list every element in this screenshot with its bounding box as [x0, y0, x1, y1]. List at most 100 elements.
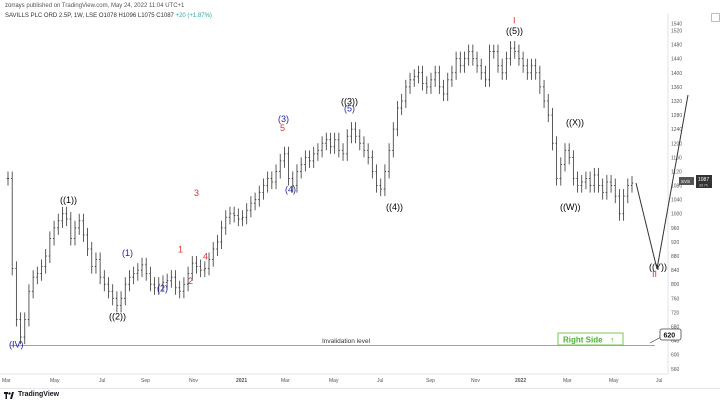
- price-bar: [500, 58, 504, 80]
- price-tick-label: 920: [671, 240, 680, 246]
- time-tick-label: Jul: [656, 378, 662, 384]
- price-tag-box: [696, 175, 712, 188]
- price-bar: [555, 136, 558, 186]
- price-bar: [530, 58, 533, 80]
- price-bar: [576, 171, 579, 193]
- price-bar: [538, 65, 542, 94]
- price-bar: [442, 79, 445, 101]
- wave-label: ((X)): [566, 118, 584, 128]
- price-bar: [505, 51, 508, 80]
- price-bar: [421, 65, 424, 91]
- price-bar: [283, 146, 286, 168]
- price-bar: [61, 206, 64, 228]
- price-bar: [475, 51, 479, 73]
- price-bar: [98, 252, 102, 285]
- price-bar: [140, 257, 144, 278]
- price-tick-label: 1320: [671, 99, 682, 105]
- price-bar: [320, 136, 324, 158]
- price-bar: [563, 143, 567, 172]
- price-bar: [44, 248, 47, 274]
- price-bar: [358, 129, 361, 151]
- wave-label: (5): [344, 104, 355, 114]
- price-bar: [203, 261, 207, 278]
- price-bar: [287, 146, 290, 186]
- right-side-box: [557, 332, 624, 346]
- price-bar: [228, 206, 232, 225]
- ohlc-values: O1078 H1096 L1075 C1087: [98, 13, 174, 19]
- price-bar: [48, 231, 52, 264]
- price-bar: [329, 132, 332, 154]
- price-tick-label: 600: [671, 353, 680, 359]
- price-bar: [551, 108, 554, 151]
- wave-label: ((W)): [560, 202, 580, 212]
- price-chart[interactable]: 1540 1520 1480 1440 1400 1360 1320 1280 1240 1200…: [0, 0, 720, 388]
- price-bar: [513, 41, 516, 59]
- wave-label: 2: [188, 276, 193, 286]
- price-bar: [111, 284, 114, 306]
- price-bar: [178, 280, 181, 299]
- right-side-label: Right Side: [563, 336, 603, 345]
- price-bar: [601, 178, 604, 200]
- price-tick-label: 1080: [671, 184, 682, 190]
- time-tick-label: Nov: [471, 378, 480, 384]
- price-bar: [69, 211, 73, 246]
- price-bar: [40, 259, 43, 281]
- price-bar: [609, 174, 613, 193]
- publisher-line: zorrays published on TradingView.com, Ma…: [5, 3, 184, 9]
- price-bar: [212, 241, 215, 267]
- wave-label: 1: [178, 245, 183, 255]
- time-tick-label: 2021: [236, 378, 247, 384]
- price-bar: [73, 220, 77, 246]
- price-bar: [588, 171, 592, 193]
- price-bar: [408, 72, 412, 94]
- price-bar: [362, 136, 366, 158]
- price-bar: [216, 234, 219, 257]
- wave-label: 3: [194, 188, 199, 198]
- price-bar: [308, 150, 311, 168]
- price-bar: [157, 277, 160, 295]
- wave-label: (1): [122, 248, 133, 258]
- price-bar: [15, 261, 18, 327]
- price-bar: [170, 270, 173, 288]
- wave-label: ((3)): [341, 97, 358, 107]
- footer: TradingView: [0, 388, 720, 403]
- price-bar: [149, 266, 152, 292]
- price-bar: [584, 171, 588, 190]
- price-bar: [467, 44, 470, 66]
- symbol-name: SAVILLS PLC ORD 2.5P, 1W, LSE: [5, 13, 98, 19]
- price-bar: [115, 291, 119, 313]
- price-bar: [107, 277, 110, 299]
- time-tick-label: Nov: [189, 378, 198, 384]
- time-tick-label: Sep: [426, 378, 435, 384]
- price-tick-label: 1240: [671, 127, 682, 133]
- target-label: 620: [664, 333, 676, 340]
- price-bar: [438, 65, 441, 94]
- price-bar: [124, 277, 127, 306]
- price-tick-label: 720: [671, 310, 680, 316]
- wave-label: II: [652, 269, 657, 279]
- price-bar: [36, 266, 39, 285]
- price-bar: [572, 150, 575, 186]
- footer-brand[interactable]: TradingView: [18, 391, 60, 398]
- price-bar: [375, 164, 378, 193]
- price-bar: [346, 129, 349, 161]
- price-bar: [626, 178, 630, 204]
- price-bar: [245, 203, 248, 225]
- price-bar: [220, 220, 223, 249]
- price-bar: [371, 150, 374, 179]
- time-tick-label: Sep: [141, 378, 150, 384]
- tradingview-logo-icon: [4, 392, 14, 399]
- price-tick-label: 640: [671, 339, 680, 345]
- price-bar: [417, 65, 420, 84]
- price-tick-label: 1280: [671, 113, 682, 119]
- publisher-user[interactable]: zorrays: [5, 3, 25, 9]
- price-bar: [379, 178, 382, 197]
- time-axis: Mar May Jul Sep Nov 2021 Mar May Jul Sep Nov 2022 Ma…: [2, 378, 662, 384]
- price-bar: [480, 58, 483, 80]
- price-tag-symbol: SVS: [681, 179, 690, 184]
- wave-label: 5: [280, 123, 285, 133]
- wave-label: (2): [157, 283, 168, 293]
- price-bar: [337, 132, 341, 158]
- price-bar: [517, 44, 521, 66]
